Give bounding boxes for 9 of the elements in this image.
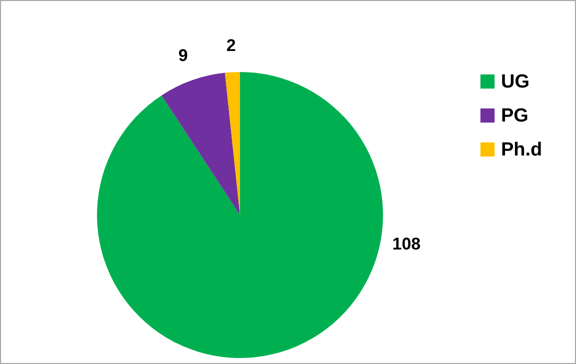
data-label: 9 [178, 46, 188, 65]
data-label: 2 [226, 36, 236, 56]
pie-slice [162, 72, 240, 215]
legend-label: Ph.d [501, 140, 542, 160]
pie-slice [97, 72, 383, 358]
data-label: 108 [392, 234, 421, 254]
legend-label: UG [501, 72, 530, 92]
pie-slice [224, 72, 240, 215]
legend-label: PG [501, 106, 528, 126]
